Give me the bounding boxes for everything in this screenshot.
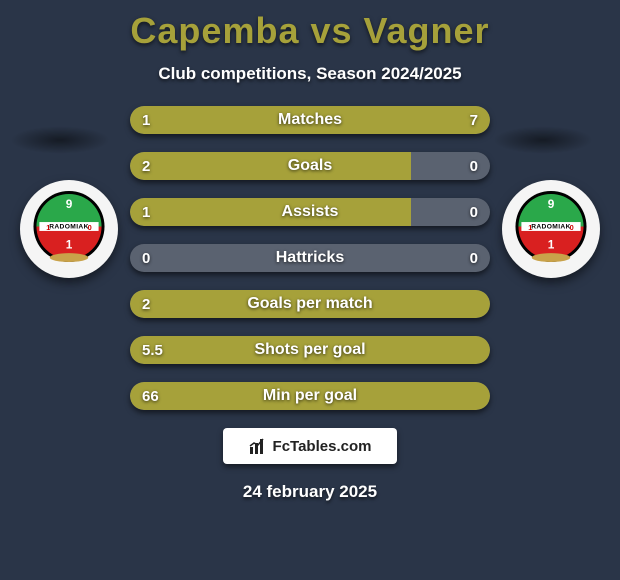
- stat-row: 2Goals per match: [130, 290, 490, 318]
- avatar-shadow-left: [10, 126, 110, 154]
- stat-fill-left: [130, 290, 490, 318]
- avatar-shadow-right: [493, 126, 593, 154]
- club-badge-left: 9 RADOMIAK 1 1 0: [32, 190, 106, 269]
- stat-row: 10Assists: [130, 198, 490, 226]
- svg-text:1: 1: [548, 238, 555, 252]
- svg-text:0: 0: [570, 223, 574, 232]
- stat-row: 66Min per goal: [130, 382, 490, 410]
- date-text: 24 february 2025: [0, 482, 620, 502]
- svg-text:RADOMIAK: RADOMIAK: [49, 224, 89, 231]
- stat-fill-left: [130, 382, 490, 410]
- chart-icon: [249, 437, 267, 455]
- svg-text:1: 1: [528, 223, 532, 232]
- svg-text:RADOMIAK: RADOMIAK: [531, 224, 571, 231]
- brand-box: FcTables.com: [223, 428, 397, 464]
- stat-fill-left: [130, 198, 411, 226]
- stat-label: Hattricks: [130, 244, 490, 272]
- stat-value-right: 0: [470, 152, 478, 180]
- content-area: 9 RADOMIAK 1 1 0 9 RADOMIAK 1 1 0 17Matc…: [0, 106, 620, 410]
- page-title: Capemba vs Vagner: [0, 10, 620, 52]
- club-badge-right: 9 RADOMIAK 1 1 0: [514, 190, 588, 269]
- player-avatar-right: 9 RADOMIAK 1 1 0: [502, 180, 600, 278]
- svg-text:1: 1: [46, 223, 50, 232]
- stat-fill-right: [175, 106, 490, 134]
- stat-row: 0 0Hattricks: [130, 244, 490, 272]
- svg-text:9: 9: [548, 197, 555, 211]
- stat-row: 17Matches: [130, 106, 490, 134]
- stat-fill-left: [130, 106, 175, 134]
- svg-text:9: 9: [66, 197, 73, 211]
- player-avatar-left: 9 RADOMIAK 1 1 0: [20, 180, 118, 278]
- stat-row: 20Goals: [130, 152, 490, 180]
- stat-bars: 17Matches20Goals10Assists00Hattricks2Goa…: [130, 106, 490, 410]
- svg-text:1: 1: [66, 238, 73, 252]
- stat-row: 5.5Shots per goal: [130, 336, 490, 364]
- stat-fill-left: [130, 152, 411, 180]
- stat-value-right: 0: [470, 244, 478, 272]
- brand-text: FcTables.com: [273, 438, 372, 455]
- svg-text:0: 0: [88, 223, 92, 232]
- subtitle: Club competitions, Season 2024/2025: [0, 64, 620, 84]
- stat-fill-left: [130, 336, 490, 364]
- stat-value-right: 0: [470, 198, 478, 226]
- stat-value-left: 0: [142, 244, 150, 272]
